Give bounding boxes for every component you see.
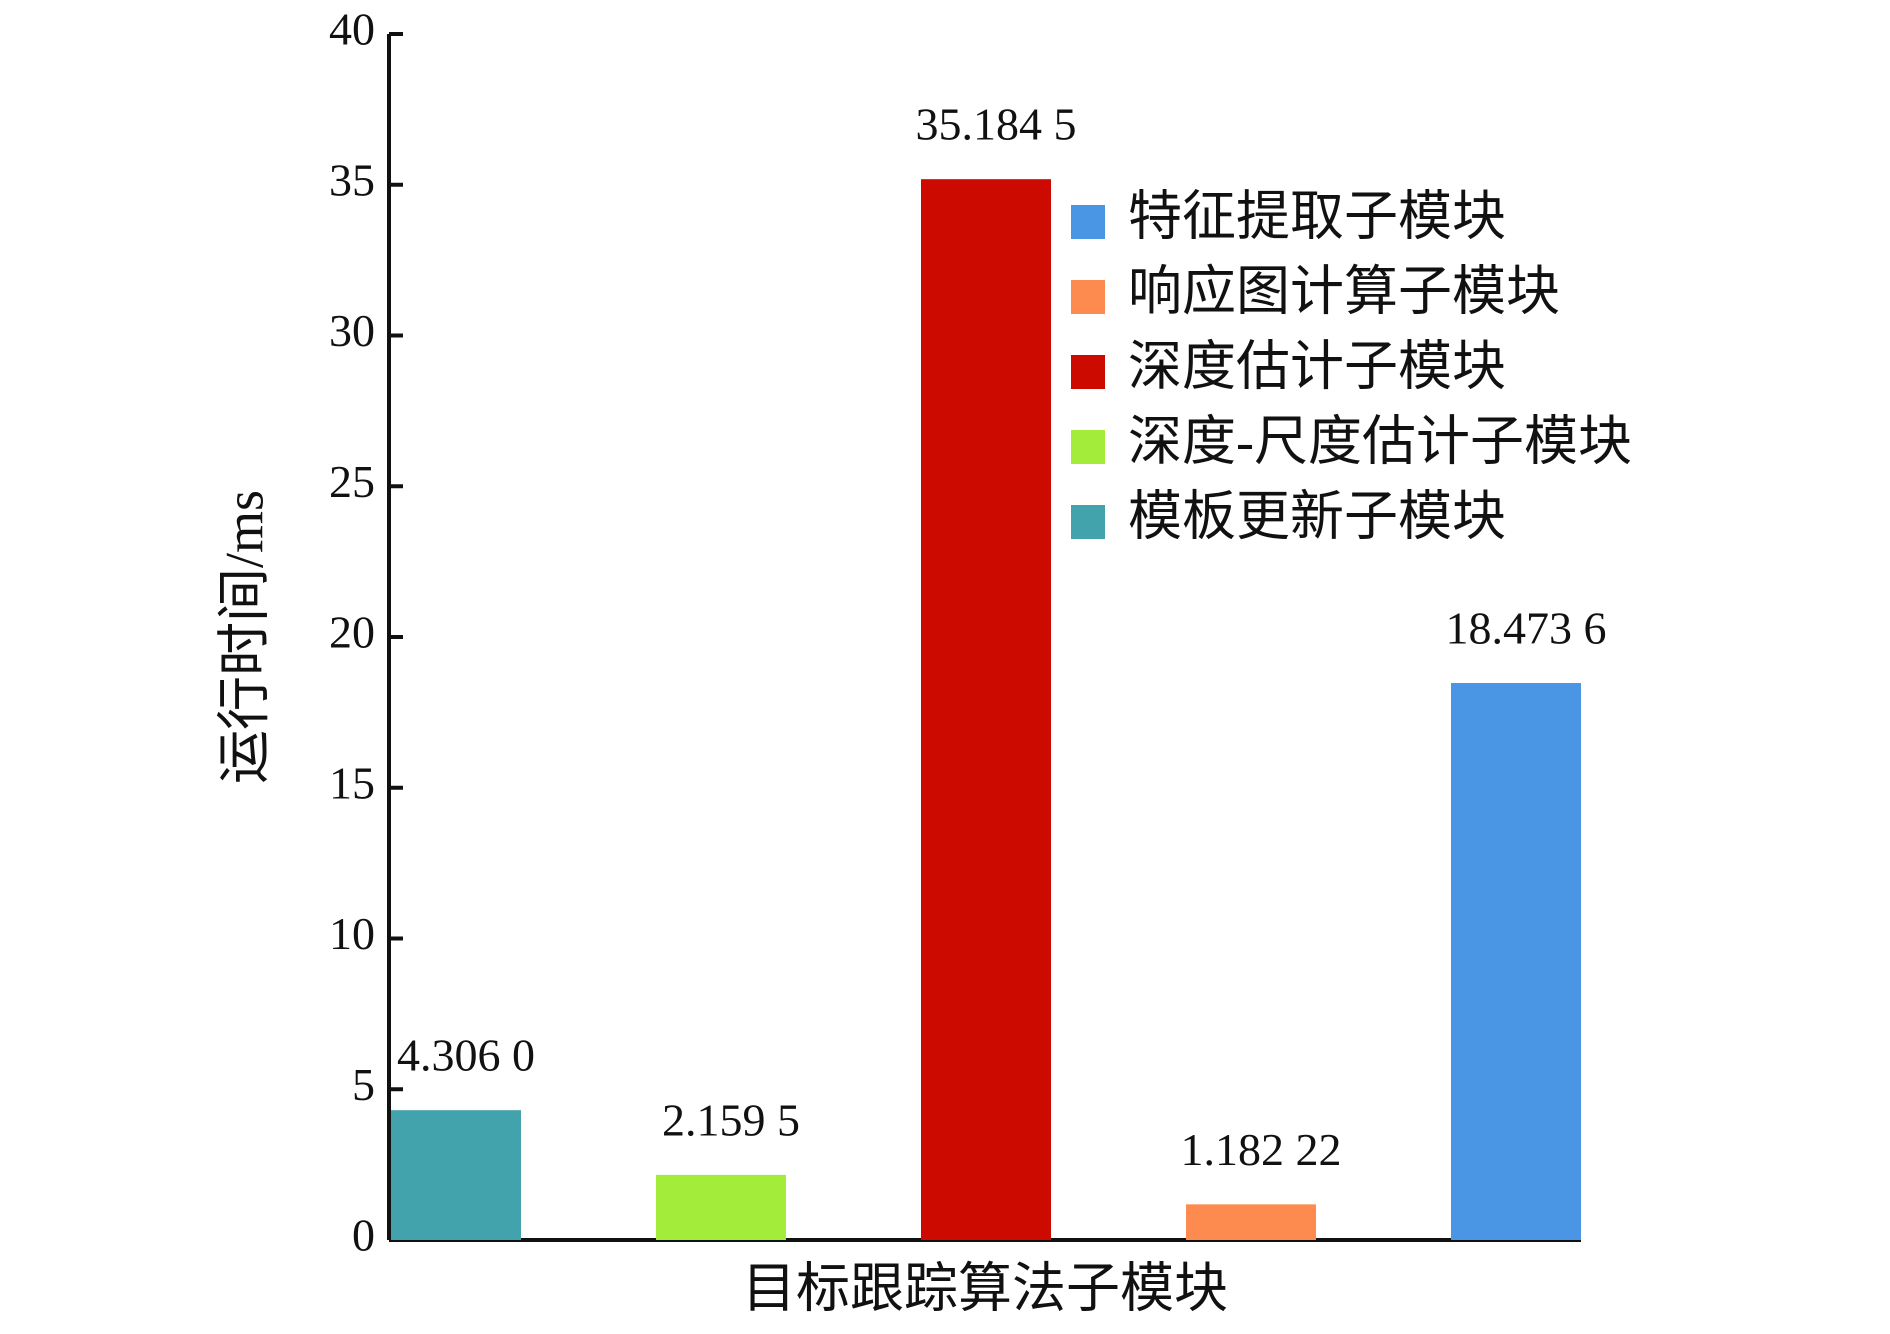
bar bbox=[921, 179, 1051, 1240]
bar bbox=[391, 1110, 521, 1240]
value-label: 4.306 0 bbox=[397, 1030, 535, 1081]
legend-swatch bbox=[1071, 355, 1105, 389]
value-label: 1.182 22 bbox=[1181, 1124, 1342, 1175]
legend-swatch bbox=[1071, 205, 1105, 239]
y-tick-label: 5 bbox=[352, 1059, 375, 1110]
legend-label: 深度估计子模块 bbox=[1128, 336, 1506, 396]
legend-label: 深度-尺度估计子模块 bbox=[1128, 411, 1632, 471]
legend-label: 模板更新子模块 bbox=[1128, 486, 1506, 546]
y-tick-label: 30 bbox=[329, 305, 375, 356]
value-label: 2.159 5 bbox=[662, 1094, 800, 1145]
y-tick-label: 10 bbox=[329, 908, 375, 959]
value-label: 35.184 5 bbox=[916, 99, 1077, 150]
bar bbox=[656, 1174, 786, 1240]
legend-swatch bbox=[1071, 280, 1105, 314]
y-tick-label: 40 bbox=[329, 4, 375, 55]
legend-swatch bbox=[1071, 430, 1105, 464]
y-tick-label: 20 bbox=[329, 607, 375, 658]
x-axis-title: 目标跟踪算法子模块 bbox=[742, 1258, 1228, 1318]
legend-label: 响应图计算子模块 bbox=[1128, 261, 1560, 321]
value-label: 18.473 6 bbox=[1446, 603, 1607, 654]
y-tick-label: 15 bbox=[329, 757, 375, 808]
y-axis-title: 运行时间/ms bbox=[214, 490, 274, 784]
bar bbox=[1186, 1204, 1316, 1240]
y-tick-label: 35 bbox=[329, 154, 375, 205]
bar bbox=[1451, 683, 1581, 1240]
legend-label: 特征提取子模块 bbox=[1128, 186, 1506, 246]
legend-swatch bbox=[1071, 505, 1105, 539]
y-tick-label: 25 bbox=[329, 456, 375, 507]
y-tick-label: 0 bbox=[352, 1210, 375, 1261]
